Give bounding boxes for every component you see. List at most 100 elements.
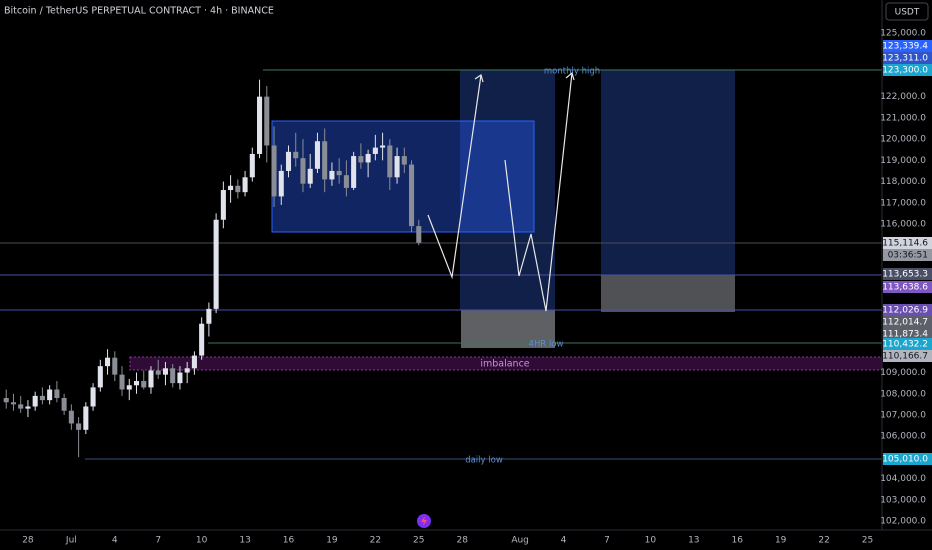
y-tick-label: 102,000.0 — [880, 517, 926, 527]
price-tag — [883, 338, 932, 350]
x-tick-label: 4 — [112, 536, 118, 546]
x-tick-label: 22 — [818, 536, 829, 546]
candle-body — [336, 170, 342, 176]
candles — [3, 79, 422, 458]
y-tick-label: 106,000.0 — [880, 432, 926, 442]
candle-body — [343, 175, 349, 188]
arrow-head — [474, 74, 484, 83]
stop-zone — [461, 310, 555, 348]
candle-body — [18, 404, 24, 409]
y-tick-label: 121,000.0 — [880, 113, 926, 123]
price-tag-label: 115,114.6 — [882, 239, 928, 249]
price-tag — [883, 64, 932, 76]
candle-body — [105, 357, 111, 367]
price-tag-label: 105,010.0 — [882, 455, 928, 465]
candle-body — [358, 156, 364, 163]
candle-body — [177, 372, 183, 384]
y-tick-label: 108,000.0 — [880, 389, 926, 399]
candle-body — [54, 389, 60, 399]
x-tick-label: Aug — [511, 536, 529, 546]
candle-body — [409, 164, 415, 227]
candle-body — [83, 406, 89, 430]
price-tag — [883, 350, 932, 362]
candle-body — [314, 141, 320, 169]
y-tick-label: 116,000.0 — [880, 219, 926, 229]
candle-body — [300, 158, 306, 184]
y-tick-label: 122,000.0 — [880, 92, 926, 102]
candle-body — [235, 185, 241, 193]
candle-body — [39, 395, 45, 401]
price-tag-label: 123,311.0 — [882, 54, 928, 64]
price-tag — [883, 268, 932, 280]
candle-body — [329, 170, 335, 180]
x-tick-label: 28 — [456, 536, 468, 546]
x-tick-label: 10 — [196, 536, 208, 546]
candle-body — [155, 370, 161, 375]
candle-body — [228, 185, 234, 191]
price-tags: 125,000.0 122,000.0 121,000.0 120,000.0 119,… — [880, 28, 932, 527]
candle-body — [61, 398, 67, 411]
y-tick-label: 104,000.0 — [880, 474, 926, 484]
candle-body — [199, 323, 205, 356]
countdown-tag — [883, 249, 932, 261]
x-tick-label: 7 — [155, 536, 161, 546]
candle-body — [380, 145, 386, 148]
candle-body — [141, 381, 147, 388]
projection — [504, 72, 573, 312]
target-zone — [601, 70, 735, 275]
price-tag-label: 113,653.3 — [882, 270, 928, 280]
candle-body — [90, 387, 96, 407]
price-tag-label: 123,300.0 — [882, 66, 928, 76]
countdown: 03:36:51 — [888, 251, 928, 261]
logo-bolt — [421, 516, 427, 526]
candle-body — [242, 177, 248, 193]
price-tag — [883, 52, 932, 64]
candle-body — [206, 308, 212, 324]
candle-body — [119, 374, 125, 390]
candle-body — [148, 370, 154, 388]
candle-body — [271, 145, 277, 197]
candle-body — [184, 368, 190, 373]
candle-body — [133, 381, 140, 386]
candle-body — [47, 389, 53, 401]
annotation: imbalance — [480, 359, 529, 370]
y-tick-label: 109,000.0 — [880, 368, 926, 378]
x-tick-label: 25 — [413, 536, 424, 546]
price-tag-label: 123,339.4 — [882, 42, 928, 52]
candle-body — [112, 357, 118, 375]
price-tag — [883, 40, 932, 52]
price-tag — [883, 237, 932, 249]
y-tick-label: 119,000.0 — [880, 156, 926, 166]
range-box — [271, 120, 535, 233]
x-tick-label: 10 — [645, 536, 657, 546]
price-tag — [883, 316, 932, 328]
candle-body — [351, 156, 357, 188]
candle-body — [257, 96, 263, 154]
x-tick-label: 28 — [22, 536, 34, 546]
x-tick-label: 19 — [326, 536, 338, 546]
annotation: monthly high — [544, 67, 600, 77]
price-tag-label: 112,014.7 — [882, 318, 928, 328]
y-tick-label: 103,000.0 — [880, 495, 926, 505]
candle-body — [126, 385, 132, 390]
candle-body — [401, 156, 407, 165]
x-tick-label: 13 — [239, 536, 250, 546]
imbalance-zone — [129, 356, 883, 371]
price-tag-label: 111,873.4 — [882, 330, 928, 340]
candle-body — [76, 423, 82, 430]
y-tick-label: 120,000.0 — [880, 135, 926, 145]
y-tick-label: 125,000.0 — [880, 28, 926, 38]
candle-body — [170, 368, 176, 384]
x-tick-label: 16 — [283, 536, 295, 546]
price-tag — [883, 304, 932, 316]
price-tag — [883, 328, 932, 340]
y-tick-label: 117,000.0 — [880, 198, 926, 208]
currency-label[interactable]: USDT — [895, 8, 920, 18]
candle-body — [25, 406, 31, 409]
candle-body — [68, 410, 74, 424]
candle-body — [249, 153, 255, 178]
x-tick-label: 19 — [775, 536, 787, 546]
currency-button[interactable] — [885, 2, 929, 21]
